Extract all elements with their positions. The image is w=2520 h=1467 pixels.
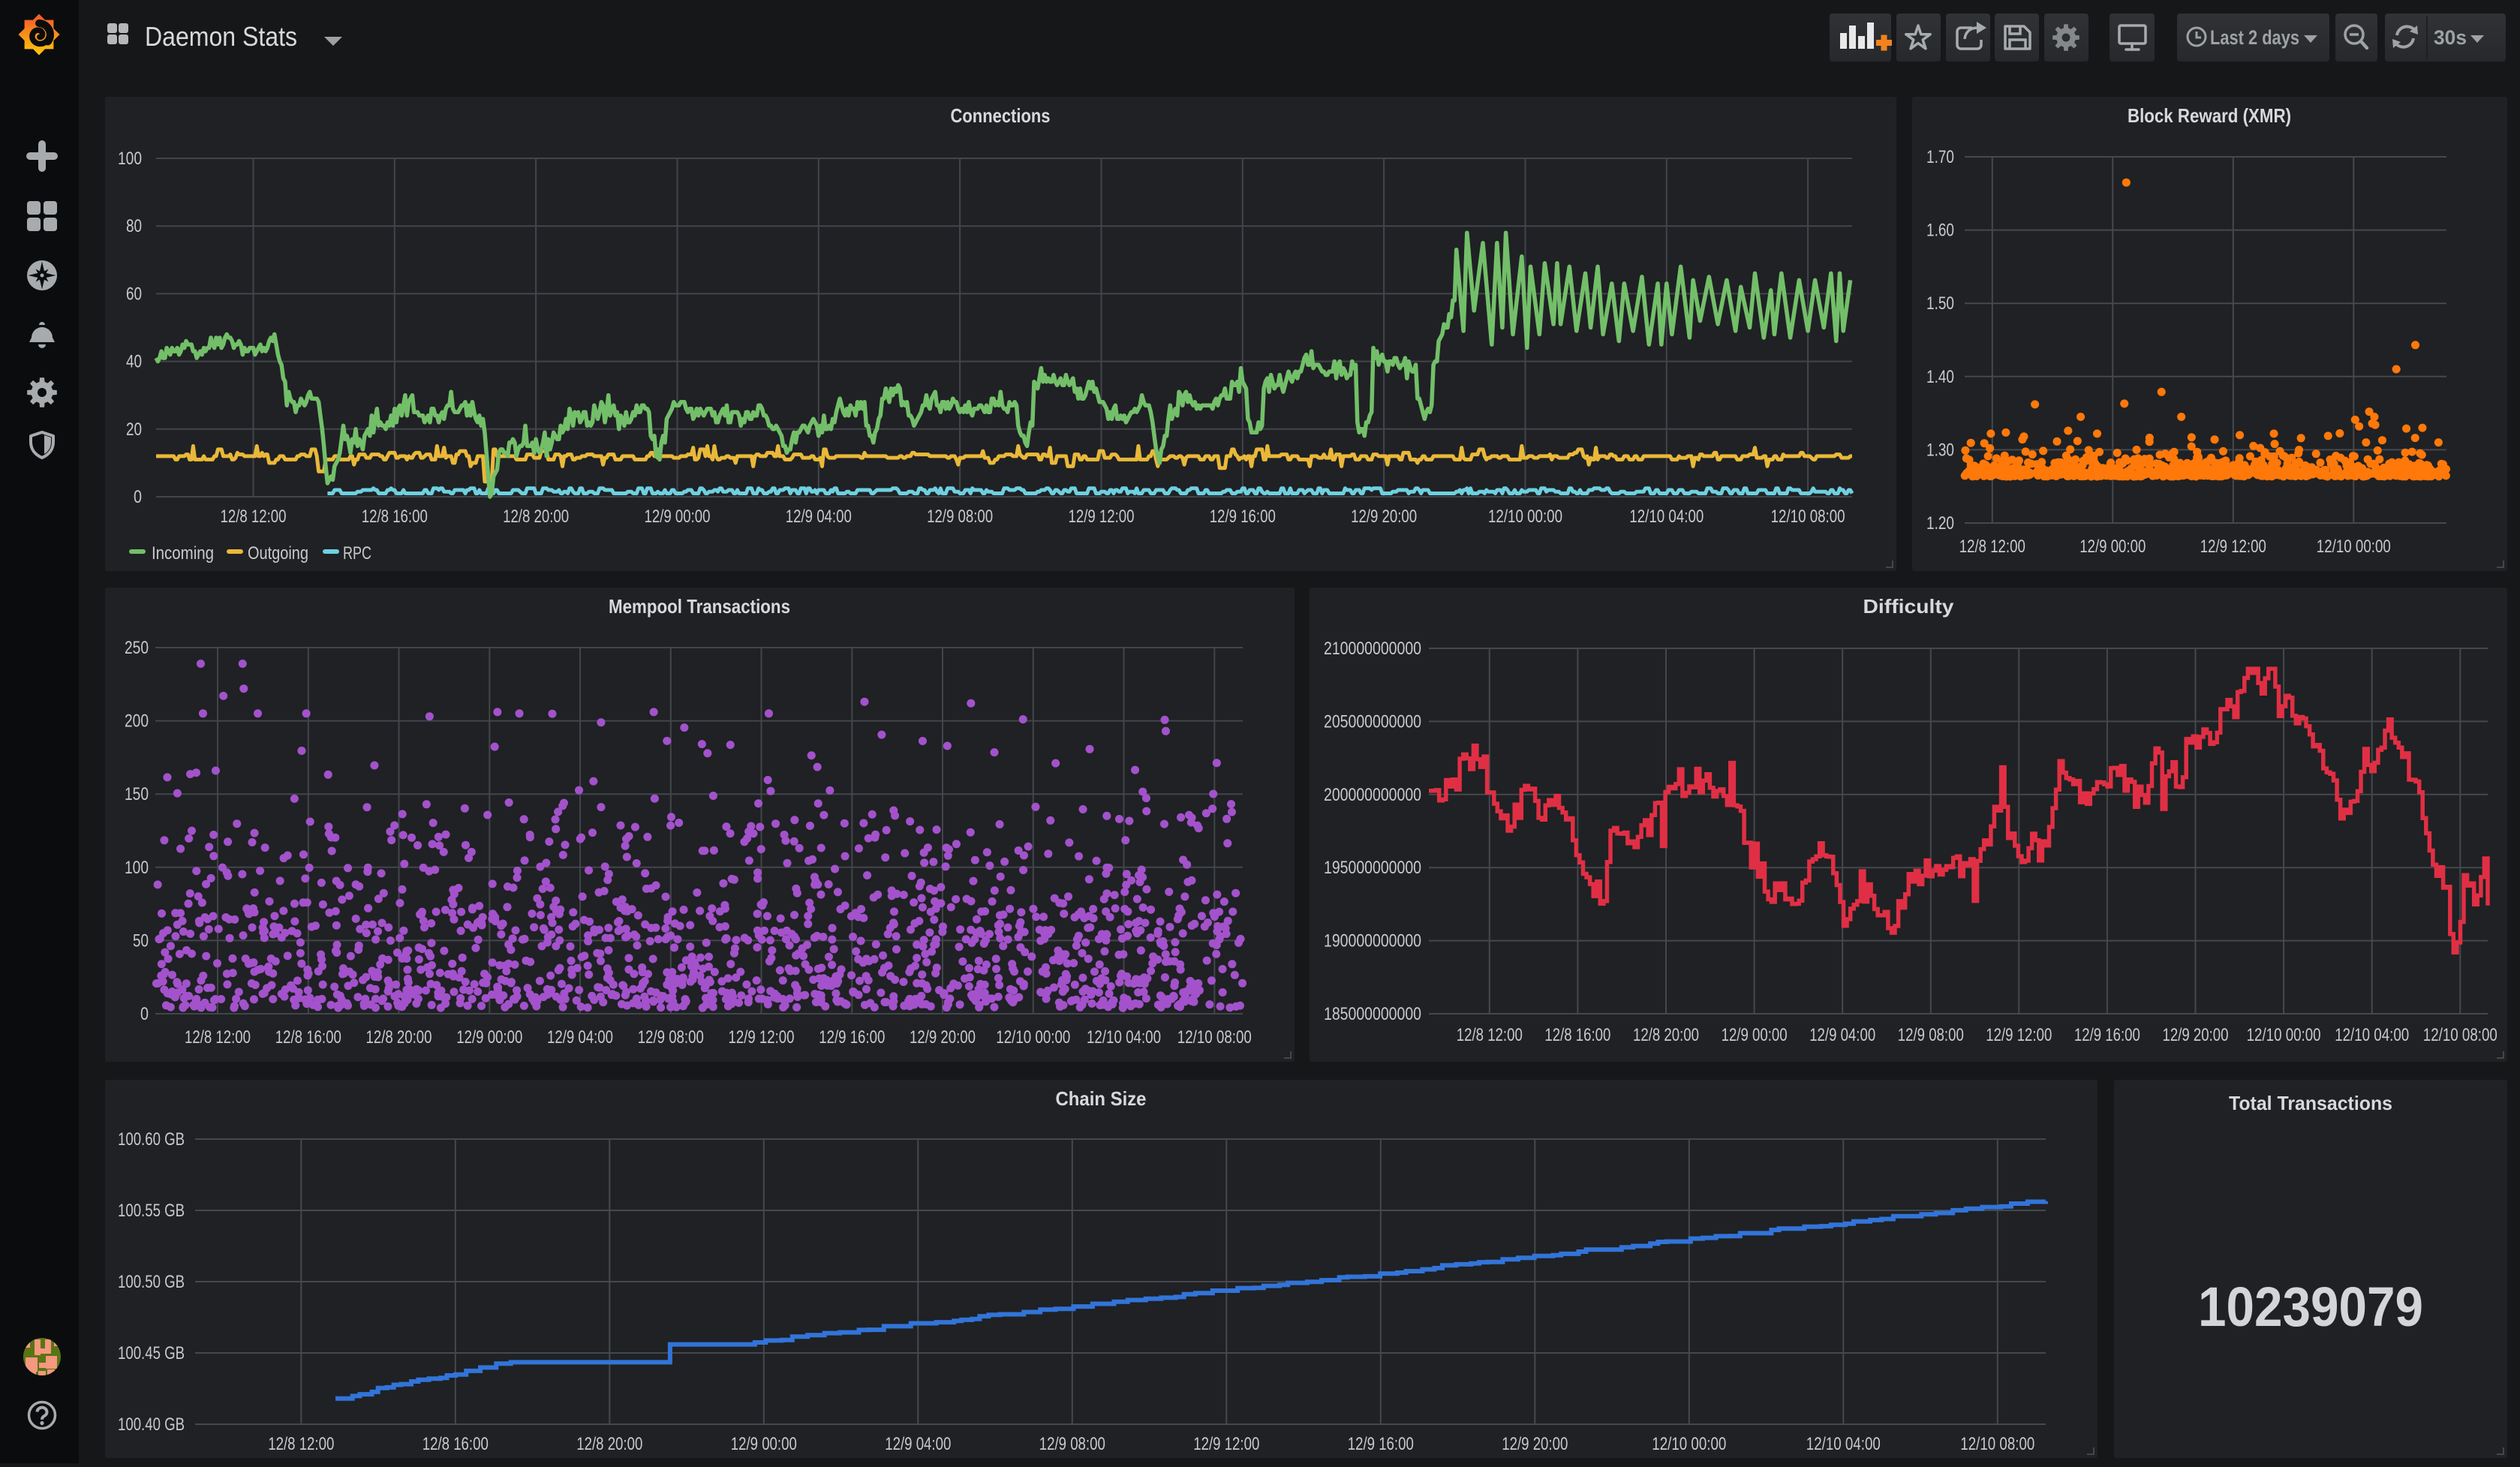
svg-text:12/10 08:00: 12/10 08:00 <box>1177 1027 1252 1048</box>
svg-text:12/10 00:00: 12/10 00:00 <box>1652 1434 1726 1454</box>
svg-text:12/9 08:00: 12/9 08:00 <box>638 1027 704 1048</box>
svg-text:12/8 20:00: 12/8 20:00 <box>1633 1025 1699 1045</box>
svg-text:100.60 GB: 100.60 GB <box>118 1129 185 1150</box>
svg-text:20: 20 <box>126 419 142 440</box>
svg-text:50: 50 <box>133 930 149 951</box>
svg-text:195000000000: 195000000000 <box>1324 858 1421 878</box>
svg-text:60: 60 <box>126 284 142 304</box>
svg-text:30s: 30s <box>2434 26 2467 49</box>
svg-text:Mempool Transactions: Mempool Transactions <box>609 595 790 618</box>
svg-text:12/9 12:00: 12/9 12:00 <box>1986 1025 2052 1045</box>
svg-text:Chain Size: Chain Size <box>1056 1087 1147 1110</box>
svg-text:0: 0 <box>134 487 142 507</box>
svg-text:12/10 00:00: 12/10 00:00 <box>996 1027 1070 1048</box>
svg-text:12/9 08:00: 12/9 08:00 <box>1039 1434 1105 1454</box>
svg-text:1.60: 1.60 <box>1926 221 1954 241</box>
svg-text:RPC: RPC <box>343 543 371 564</box>
svg-text:12/10 00:00: 12/10 00:00 <box>2317 537 2391 557</box>
svg-text:Total Transactions: Total Transactions <box>2229 1092 2392 1114</box>
svg-text:12/9 04:00: 12/9 04:00 <box>547 1027 613 1048</box>
svg-text:100: 100 <box>125 858 149 878</box>
svg-text:12/9 16:00: 12/9 16:00 <box>819 1027 885 1048</box>
svg-text:1.50: 1.50 <box>1926 293 1954 314</box>
svg-text:150: 150 <box>125 784 149 804</box>
svg-text:12/9 08:00: 12/9 08:00 <box>927 507 993 527</box>
svg-text:100.50 GB: 100.50 GB <box>118 1272 185 1292</box>
svg-text:12/8 12:00: 12/8 12:00 <box>185 1027 251 1048</box>
svg-text:100.40 GB: 100.40 GB <box>118 1414 185 1435</box>
svg-text:Incoming: Incoming <box>152 543 214 564</box>
svg-text:12/10 00:00: 12/10 00:00 <box>2247 1025 2321 1045</box>
svg-text:12/8 20:00: 12/8 20:00 <box>503 507 569 527</box>
svg-text:12/8 16:00: 12/8 16:00 <box>1544 1025 1610 1045</box>
svg-text:12/10 08:00: 12/10 08:00 <box>1771 507 1845 527</box>
svg-text:185000000000: 185000000000 <box>1324 1004 1421 1024</box>
svg-text:Last 2 days: Last 2 days <box>2210 26 2299 49</box>
svg-text:12/9 12:00: 12/9 12:00 <box>729 1027 795 1048</box>
svg-text:12/9 08:00: 12/9 08:00 <box>1898 1025 1964 1045</box>
svg-text:12/9 12:00: 12/9 12:00 <box>1193 1434 1259 1454</box>
svg-text:12/8 12:00: 12/8 12:00 <box>268 1434 334 1454</box>
svg-text:12/10 04:00: 12/10 04:00 <box>2335 1025 2409 1045</box>
svg-text:0: 0 <box>140 1004 149 1024</box>
svg-text:12/9 04:00: 12/9 04:00 <box>786 507 852 527</box>
svg-text:100.45 GB: 100.45 GB <box>118 1343 185 1363</box>
svg-text:100: 100 <box>118 149 142 169</box>
svg-text:12/9 04:00: 12/9 04:00 <box>1809 1025 1875 1045</box>
svg-text:12/9 04:00: 12/9 04:00 <box>885 1434 951 1454</box>
svg-text:Outgoing: Outgoing <box>248 543 308 564</box>
svg-text:12/10 00:00: 12/10 00:00 <box>1488 507 1562 527</box>
svg-text:12/10 04:00: 12/10 04:00 <box>1087 1027 1161 1048</box>
svg-text:12/8 12:00: 12/8 12:00 <box>221 507 287 527</box>
svg-text:100.55 GB: 100.55 GB <box>118 1201 185 1221</box>
svg-text:12/9 16:00: 12/9 16:00 <box>2074 1025 2140 1045</box>
svg-text:12/10 04:00: 12/10 04:00 <box>1629 507 1704 527</box>
svg-text:12/9 16:00: 12/9 16:00 <box>1348 1434 1414 1454</box>
svg-text:Block Reward (XMR): Block Reward (XMR) <box>2128 104 2291 127</box>
svg-text:12/8 12:00: 12/8 12:00 <box>1959 537 2025 557</box>
svg-text:12/9 00:00: 12/9 00:00 <box>2079 537 2146 557</box>
svg-text:12/9 00:00: 12/9 00:00 <box>1722 1025 1788 1045</box>
svg-text:200: 200 <box>125 711 149 732</box>
svg-text:190000000000: 190000000000 <box>1324 931 1421 951</box>
svg-text:Difficulty: Difficulty <box>1863 595 1955 618</box>
svg-text:10239079: 10239079 <box>2198 1276 2423 1338</box>
svg-text:12/9 16:00: 12/9 16:00 <box>1210 507 1276 527</box>
svg-text:1.30: 1.30 <box>1926 440 1954 460</box>
svg-text:1.20: 1.20 <box>1926 513 1954 534</box>
svg-text:12/8 16:00: 12/8 16:00 <box>362 507 428 527</box>
svg-text:12/9 00:00: 12/9 00:00 <box>456 1027 522 1048</box>
svg-text:12/9 00:00: 12/9 00:00 <box>645 507 711 527</box>
svg-text:210000000000: 210000000000 <box>1324 639 1421 659</box>
svg-text:12/10 08:00: 12/10 08:00 <box>1960 1434 2034 1454</box>
svg-text:80: 80 <box>126 216 142 236</box>
svg-text:250: 250 <box>125 638 149 658</box>
svg-text:12/9 20:00: 12/9 20:00 <box>910 1027 976 1048</box>
svg-text:40: 40 <box>126 352 142 372</box>
svg-text:12/8 20:00: 12/8 20:00 <box>366 1027 432 1048</box>
svg-text:12/9 00:00: 12/9 00:00 <box>731 1434 797 1454</box>
svg-text:205000000000: 205000000000 <box>1324 711 1421 732</box>
svg-text:200000000000: 200000000000 <box>1324 785 1421 805</box>
svg-text:12/8 12:00: 12/8 12:00 <box>1457 1025 1523 1045</box>
svg-text:Connections: Connections <box>951 104 1051 127</box>
svg-text:1.70: 1.70 <box>1926 147 1954 167</box>
svg-text:12/8 16:00: 12/8 16:00 <box>423 1434 489 1454</box>
svg-text:12/10 04:00: 12/10 04:00 <box>1806 1434 1881 1454</box>
svg-text:12/8 20:00: 12/8 20:00 <box>576 1434 642 1454</box>
svg-text:12/9 12:00: 12/9 12:00 <box>1069 507 1135 527</box>
svg-text:12/9 20:00: 12/9 20:00 <box>1351 507 1417 527</box>
svg-text:12/9 20:00: 12/9 20:00 <box>1502 1434 1568 1454</box>
svg-text:12/8 16:00: 12/8 16:00 <box>275 1027 341 1048</box>
svg-text:12/10 08:00: 12/10 08:00 <box>2423 1025 2497 1045</box>
svg-text:Daemon Stats: Daemon Stats <box>145 21 297 52</box>
svg-text:12/9 20:00: 12/9 20:00 <box>2163 1025 2229 1045</box>
svg-text:12/9 12:00: 12/9 12:00 <box>2200 537 2266 557</box>
svg-text:1.40: 1.40 <box>1926 367 1954 387</box>
